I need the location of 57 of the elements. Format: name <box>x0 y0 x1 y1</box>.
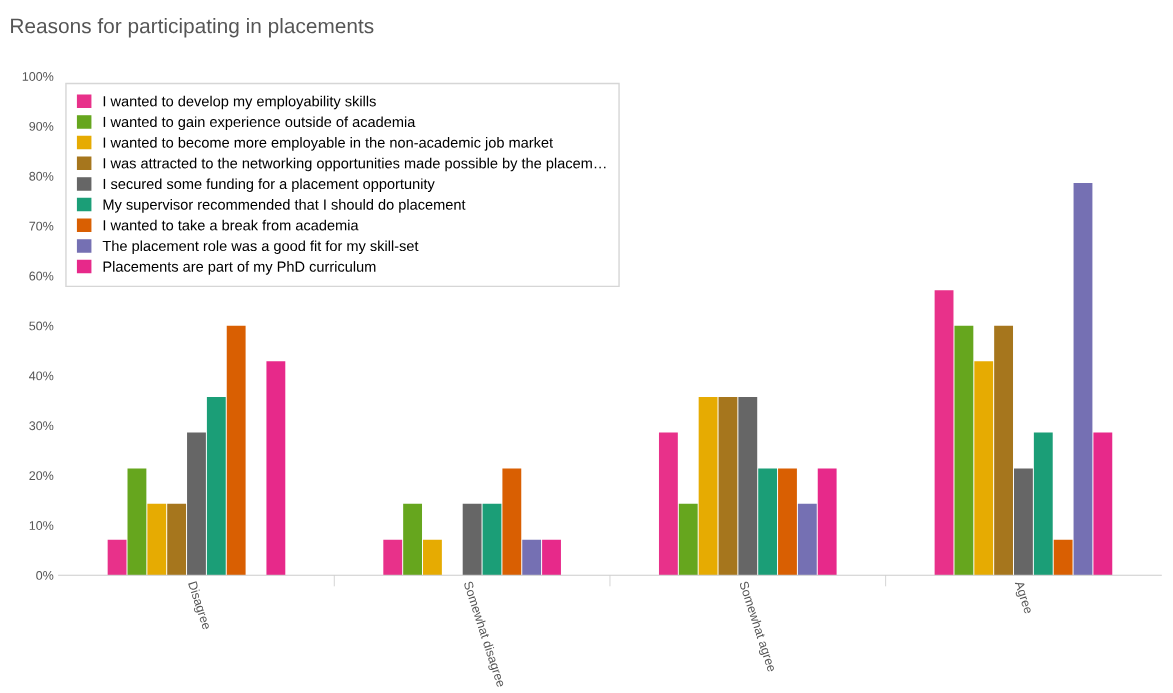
chart-title: Reasons for participating in placements <box>11 18 374 38</box>
bar <box>107 539 127 576</box>
bar <box>954 325 974 576</box>
y-tick-label: 40% <box>29 371 54 381</box>
y-tick-label: 0% <box>36 570 54 580</box>
y-tick-label: 50% <box>29 321 54 331</box>
bar <box>226 325 246 576</box>
y-tick-label: 100% <box>22 72 54 81</box>
bar <box>167 503 187 576</box>
bar <box>738 397 758 576</box>
bar <box>187 432 206 576</box>
bar <box>718 397 738 576</box>
legend-label: I wanted to take a break from academia <box>103 219 359 231</box>
bar <box>383 539 403 576</box>
bar <box>1093 432 1113 576</box>
x-tick-label: Agree <box>1012 580 1034 615</box>
legend-label: The placement role was a good fit for my skill-set <box>102 240 419 254</box>
legend-label: I wanted to develop my employability skills <box>103 95 376 110</box>
legend-label: My supervisor recommended that I should do placement <box>103 199 466 213</box>
bar <box>502 468 522 576</box>
y-tick-label: 60% <box>29 271 54 281</box>
bar <box>797 503 817 576</box>
bar <box>1033 432 1053 576</box>
legend-label: I wanted to become more employable in the non-academic job market <box>103 137 553 151</box>
bar <box>522 539 542 576</box>
x-tick-label: Disagree <box>185 581 212 631</box>
bar <box>1053 539 1073 576</box>
bar <box>758 468 778 576</box>
bar <box>994 325 1014 576</box>
bar <box>974 361 994 576</box>
y-tick-label: 80% <box>29 171 54 181</box>
legend-label: I secured some funding for a placement opportunity <box>103 178 435 192</box>
bar <box>1014 468 1033 576</box>
bar <box>482 503 502 576</box>
legend-label: I was attracted to the networking opportunities made possible by the placem… <box>103 157 606 172</box>
y-tick-label: 70% <box>29 221 54 231</box>
bar <box>147 503 167 576</box>
y-tick-label: 90% <box>29 121 54 131</box>
bar <box>127 468 147 576</box>
bar <box>1073 183 1093 576</box>
bar <box>934 290 954 576</box>
y-tick-label: 20% <box>29 471 54 481</box>
bar <box>817 468 837 576</box>
legend-label: I wanted to gain experience outside of academia <box>103 116 416 130</box>
bar <box>206 397 226 576</box>
bar <box>266 361 286 576</box>
bar <box>678 503 698 576</box>
bar <box>403 503 423 576</box>
bar <box>462 503 482 576</box>
bar <box>698 397 718 576</box>
y-tick-label: 10% <box>29 521 54 530</box>
y-tick-label: 30% <box>29 421 54 431</box>
bar <box>423 539 442 576</box>
bar <box>542 539 561 576</box>
legend-label: Placements are part of my PhD curriculum <box>103 261 376 275</box>
bar <box>778 468 797 576</box>
bar <box>658 432 678 576</box>
